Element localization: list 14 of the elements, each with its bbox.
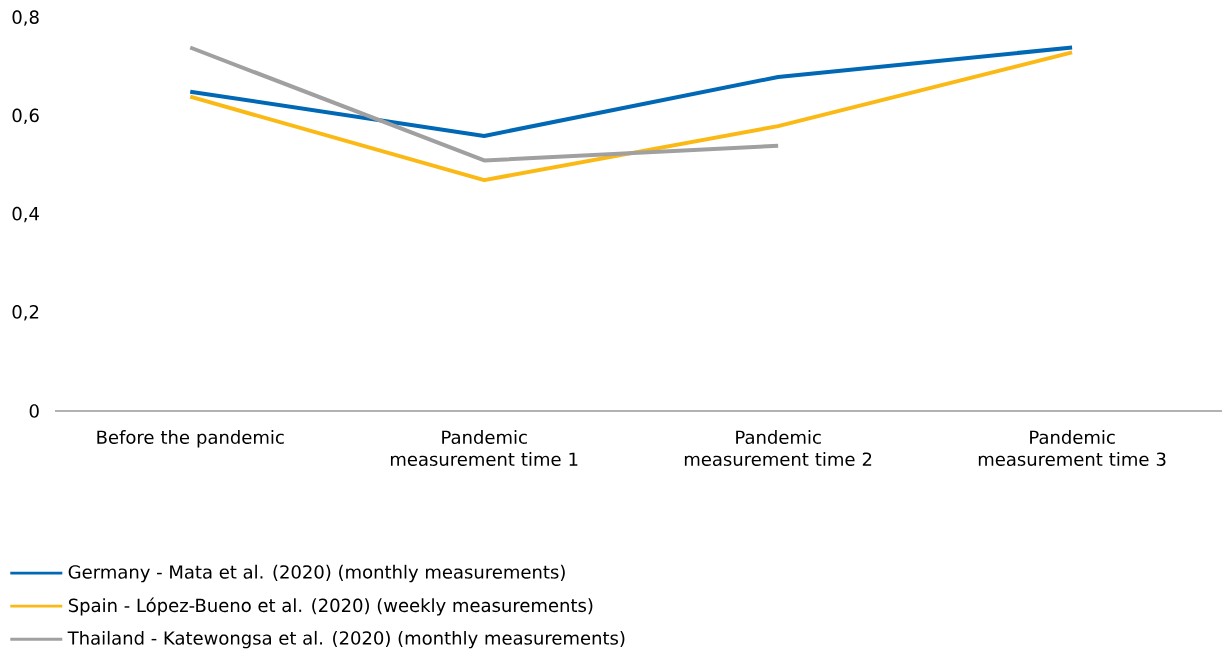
y-tick-label: 0 [29,404,39,418]
y-tick-label: 0,6 [12,108,39,124]
x-tick-label: Pandemic measurement time 1 [390,430,578,466]
legend-label: Spain - López-Bueno et al. (2020) (weekly measurements) [68,597,593,616]
y-tick-label: 0,8 [12,10,39,26]
x-tick-label: Before the pandemic [97,430,284,448]
line-series [188,50,1075,183]
x-tick-label: Pandemic measurement time 2 [684,430,872,466]
y-tick-label: 0,2 [12,305,39,321]
legend-label: Thailand - Katewongsa et al. (2020) (monthly measurements) [67,630,625,649]
line-series [188,45,1075,138]
legend-label: Germany - Mata et al. (2020) (monthly measurements) [68,564,565,583]
x-tick-label: Pandemic measurement time 3 [978,430,1166,466]
y-tick-label: 0,4 [12,206,39,223]
